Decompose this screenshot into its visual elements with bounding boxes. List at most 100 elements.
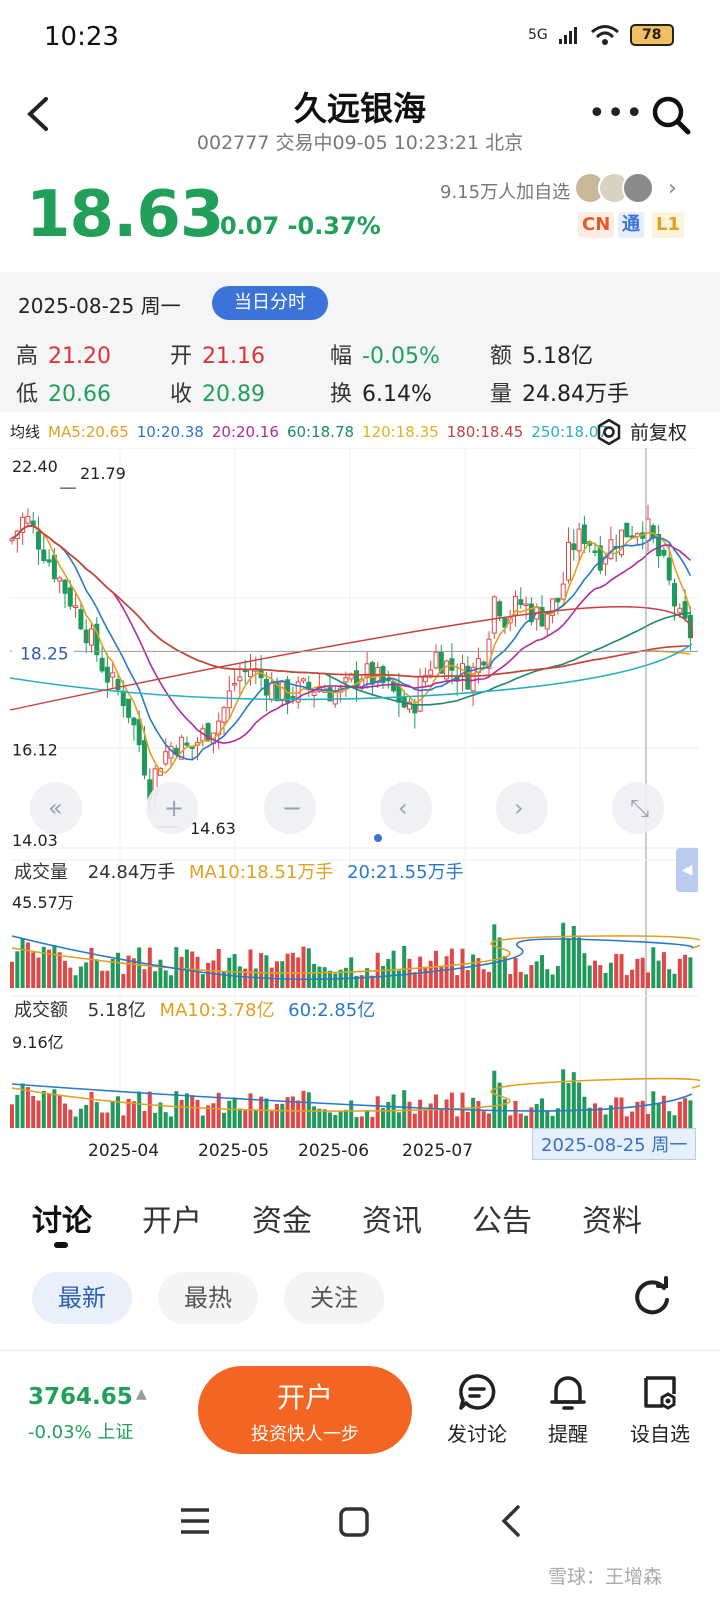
info-value: 24.84万手 bbox=[522, 382, 629, 407]
amount-bar bbox=[68, 1109, 73, 1128]
amount-bar bbox=[370, 1116, 375, 1128]
open-account-button[interactable]: 开户 投资快人一步 bbox=[198, 1366, 412, 1454]
refresh-icon[interactable] bbox=[630, 1276, 674, 1320]
fullscreen-button[interactable] bbox=[612, 782, 664, 834]
tag-cn[interactable]: CN bbox=[578, 212, 615, 238]
intraday-button[interactable]: 当日分时 bbox=[212, 286, 328, 320]
candle bbox=[597, 545, 603, 571]
amount-bar bbox=[84, 1104, 89, 1128]
volume-bar bbox=[36, 957, 41, 988]
ma-item-5: 120:18.35 bbox=[362, 423, 439, 441]
ma-line-long bbox=[9, 606, 693, 711]
step-left-button[interactable] bbox=[380, 782, 432, 834]
tab-announcements[interactable]: 公告 bbox=[472, 1204, 532, 1239]
chevron-right-icon[interactable]: › bbox=[668, 176, 677, 201]
amount-bar bbox=[428, 1103, 433, 1128]
amount-bar bbox=[412, 1113, 417, 1128]
chip-hot[interactable]: 最热 bbox=[158, 1272, 258, 1324]
ma-line bbox=[11, 524, 691, 744]
candle bbox=[428, 669, 434, 676]
kline-chart[interactable]: 18.25 22.40 21.79 16.12 14.03 14.63 « + − ‹ › ⤡ 45.5… bbox=[0, 448, 700, 1168]
candle bbox=[274, 682, 280, 702]
amount-bar bbox=[651, 1091, 656, 1128]
candle bbox=[571, 543, 577, 551]
candle bbox=[369, 662, 375, 685]
amount-bar bbox=[322, 1109, 327, 1128]
amount-bar bbox=[555, 1108, 560, 1128]
avatar bbox=[622, 172, 654, 204]
zoom-out-button[interactable] bbox=[264, 782, 316, 834]
amount-bar bbox=[110, 1101, 115, 1128]
volume-bar bbox=[672, 973, 677, 988]
tab-discussion[interactable]: 讨论 bbox=[32, 1204, 92, 1239]
info-key: 低 bbox=[16, 382, 39, 407]
chip-latest[interactable]: 最新 bbox=[32, 1272, 132, 1324]
index-value[interactable]: 3764.65 bbox=[28, 1384, 133, 1410]
volume-bar bbox=[614, 953, 619, 988]
tab-open-account[interactable]: 开户 bbox=[142, 1204, 202, 1239]
tab-funds[interactable]: 资金 bbox=[252, 1204, 312, 1239]
candle bbox=[46, 559, 52, 563]
ma-line bbox=[11, 524, 691, 678]
chip-following[interactable]: 关注 bbox=[284, 1272, 384, 1324]
adjust-button[interactable]: 前复权 bbox=[596, 418, 687, 445]
status-time: 10:23 bbox=[44, 22, 119, 52]
volume-bar bbox=[434, 950, 438, 988]
volume-bar bbox=[481, 969, 486, 988]
more-icon[interactable]: ••• bbox=[588, 96, 645, 131]
search-icon[interactable] bbox=[650, 94, 692, 136]
volume-bar bbox=[68, 967, 73, 988]
tag-connect[interactable]: 通 bbox=[618, 212, 644, 238]
tab-bar bbox=[0, 1190, 720, 1240]
volume-ma20: 20:21.55万手 bbox=[347, 862, 464, 883]
candle bbox=[523, 603, 529, 606]
candle bbox=[221, 707, 227, 723]
volume-bar bbox=[524, 974, 529, 988]
zoom-in-button[interactable] bbox=[146, 782, 198, 834]
amount-legend: 成交额 5.18亿 MA10:3.78亿 60:2.85亿 bbox=[14, 996, 375, 1022]
cursor-date: 2025-08-25 周一 bbox=[532, 1128, 697, 1160]
volume-bar bbox=[169, 975, 173, 988]
volume-bar bbox=[587, 965, 592, 988]
network-label: 5G bbox=[528, 27, 548, 43]
candle bbox=[486, 638, 492, 669]
volume-bar bbox=[78, 966, 83, 988]
nav-back-icon[interactable] bbox=[498, 1504, 524, 1538]
watermark: 雪球：王增森 bbox=[548, 1566, 663, 1588]
volume-bar bbox=[94, 959, 99, 988]
post-discussion-button[interactable]: 发讨论 bbox=[437, 1372, 517, 1447]
amount-bar bbox=[259, 1096, 264, 1128]
back-arrow-icon[interactable] bbox=[24, 96, 52, 132]
tag-l1[interactable]: L1 bbox=[652, 212, 684, 238]
amount-bar bbox=[206, 1105, 211, 1128]
amount-bar bbox=[487, 1113, 491, 1128]
add-watchlist-button[interactable]: 设自选 bbox=[620, 1372, 700, 1447]
amount-bar bbox=[434, 1094, 438, 1128]
volume-bar bbox=[275, 961, 279, 988]
follower-avatars[interactable] bbox=[574, 172, 654, 204]
volume-bar bbox=[423, 967, 428, 988]
index-change[interactable]: -0.03% 上证 bbox=[28, 1422, 134, 1443]
followers-count[interactable]: 9.15万人加自选 bbox=[440, 182, 571, 203]
volume-bar bbox=[492, 924, 497, 988]
volume-title: 成交量 bbox=[14, 862, 68, 883]
menu-icon[interactable] bbox=[178, 1506, 212, 1536]
scroll-left-button[interactable] bbox=[30, 782, 82, 834]
amount-bar bbox=[577, 1082, 582, 1128]
info-value: 20.66 bbox=[48, 382, 111, 407]
volume-ma20-line bbox=[11, 935, 694, 981]
page-dot bbox=[374, 834, 382, 842]
side-panel-toggle[interactable]: ◀ bbox=[676, 848, 698, 892]
amount-bar bbox=[375, 1096, 380, 1128]
candle bbox=[539, 606, 545, 627]
tab-profile[interactable]: 资料 bbox=[582, 1204, 642, 1239]
reminder-button[interactable]: 提醒 bbox=[528, 1372, 608, 1447]
ma-line bbox=[11, 524, 691, 678]
wifi-icon bbox=[590, 25, 619, 45]
post-label: 发讨论 bbox=[447, 1422, 507, 1446]
amount-bar bbox=[349, 1100, 354, 1128]
home-icon[interactable] bbox=[338, 1506, 370, 1538]
tab-news[interactable]: 资讯 bbox=[362, 1204, 422, 1239]
volume-bar bbox=[386, 959, 391, 988]
step-right-button[interactable] bbox=[496, 782, 548, 834]
